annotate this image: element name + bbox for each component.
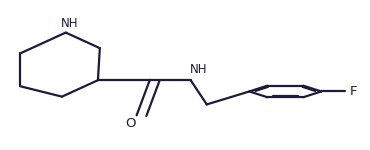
- Text: NH: NH: [61, 17, 78, 30]
- Text: NH: NH: [190, 63, 208, 76]
- Text: O: O: [125, 117, 135, 130]
- Text: F: F: [350, 85, 357, 98]
